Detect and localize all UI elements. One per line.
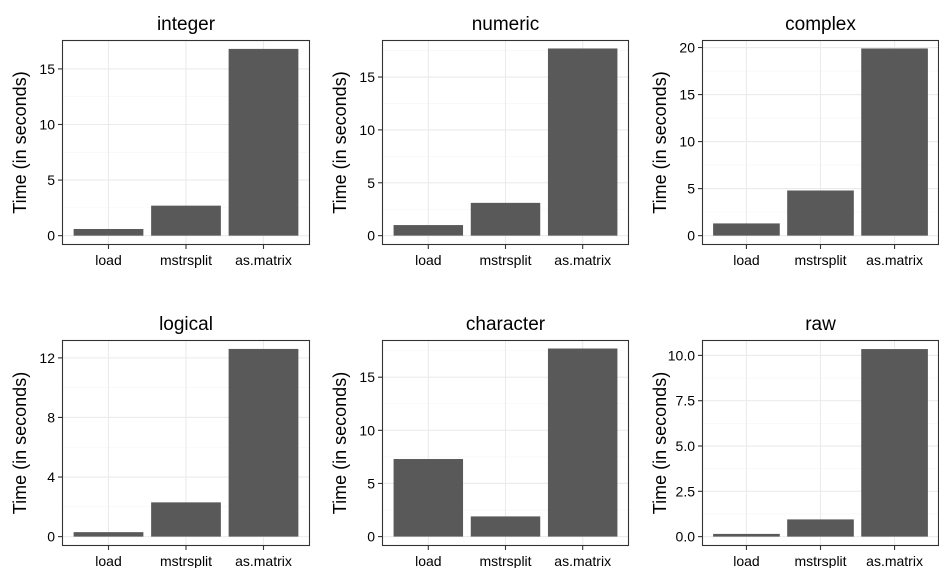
y-tick-label: 5 (687, 181, 695, 197)
y-axis-title: Time (in seconds) (330, 372, 350, 514)
x-tick-label: mstrsplit (794, 252, 846, 268)
panel-title: logical (159, 314, 213, 335)
panel-border (61, 339, 311, 547)
x-tick-label: mstrsplit (794, 553, 846, 568)
x-tick-label: mstrsplit (160, 553, 212, 568)
y-tick-label: 10 (359, 422, 375, 438)
bar-as.matrix (547, 348, 618, 537)
panel-title: complex (785, 14, 856, 35)
bar-load (73, 532, 144, 537)
x-tick-label: as.matrix (235, 553, 292, 568)
x-tick-label: load (415, 553, 441, 568)
x-tick-label: mstrsplit (479, 252, 531, 268)
x-tick-label: as.matrix (554, 252, 611, 268)
panel-border (381, 39, 630, 246)
panel-title: numeric (472, 14, 540, 35)
y-tick-label: 15 (359, 69, 375, 85)
bar-load (713, 223, 780, 236)
panel-numeric: 0 5 10 15 load mstrsplit as.matrix numeric Time … (330, 14, 630, 268)
y-tick-label: 0 (47, 529, 55, 545)
bar-as.matrix (861, 349, 928, 537)
x-tick-label: as.matrix (554, 553, 611, 568)
panel-border (61, 39, 311, 246)
x-tick-label: mstrsplit (160, 252, 212, 268)
panel-title: raw (805, 314, 836, 335)
bar-load (393, 459, 464, 537)
y-tick-label: 0.0 (676, 529, 696, 545)
x-tick-label: load (95, 252, 121, 268)
y-axis-title: Time (in seconds) (650, 372, 670, 514)
y-axis-title: Time (in seconds) (650, 71, 670, 213)
bar-mstrsplit (470, 202, 541, 236)
panel-complex: 0 5 10 15 20 load mstrsplit as.matrix complex Tim… (650, 14, 939, 268)
y-tick-label: 7.5 (676, 393, 696, 409)
bar-mstrsplit (470, 516, 541, 537)
x-tick-label: as.matrix (235, 252, 292, 268)
bar-load (713, 533, 780, 537)
y-axis-title: Time (in seconds) (330, 71, 350, 213)
panel-integer: 0 5 10 15 load mstrsplit as.matrix integer Time … (10, 14, 311, 268)
panel-title: character (466, 314, 546, 335)
y-tick-label: 5.0 (676, 438, 696, 454)
y-tick-label: 8 (47, 409, 55, 425)
y-tick-label: 15 (679, 87, 695, 103)
y-tick-label: 2.5 (676, 483, 696, 499)
y-tick-label: 10 (39, 116, 55, 132)
panel-logical: 0 4 8 12 load mstrsplit as.matrix logical Time (… (10, 314, 311, 568)
panel-character: 0 5 10 15 load mstrsplit as.matrix character Tim… (330, 314, 630, 568)
bar-mstrsplit (787, 190, 854, 236)
y-tick-label: 20 (679, 40, 695, 56)
y-tick-label: 5 (367, 475, 375, 491)
bar-as.matrix (228, 348, 299, 537)
y-tick-label: 15 (359, 369, 375, 385)
bar-as.matrix (861, 48, 928, 236)
y-tick-label: 15 (39, 61, 55, 77)
bar-mstrsplit (151, 205, 221, 236)
panel-border (381, 339, 630, 547)
x-tick-label: as.matrix (866, 553, 923, 568)
y-tick-label: 5 (367, 175, 375, 191)
bar-mstrsplit (787, 519, 854, 537)
y-axis-title: Time (in seconds) (10, 71, 30, 213)
bar-load (393, 225, 464, 236)
bar-load (73, 228, 144, 236)
y-axis-title: Time (in seconds) (10, 372, 30, 514)
y-tick-label: 0 (687, 228, 695, 244)
y-tick-label: 12 (39, 350, 55, 366)
y-tick-label: 5 (47, 172, 55, 188)
y-tick-label: 4 (47, 469, 55, 485)
x-tick-label: as.matrix (866, 252, 923, 268)
y-tick-label: 10.0 (668, 347, 695, 363)
y-tick-label: 10 (679, 134, 695, 150)
panel-title: integer (157, 14, 216, 35)
bar-as.matrix (547, 48, 618, 236)
x-tick-label: load (733, 252, 759, 268)
y-tick-label: 10 (359, 122, 375, 138)
y-tick-label: 0 (47, 228, 55, 244)
x-tick-label: load (733, 553, 759, 568)
x-tick-label: load (415, 252, 441, 268)
bar-mstrsplit (151, 502, 221, 537)
x-tick-label: mstrsplit (479, 553, 531, 568)
panel-raw: 0.0 2.5 5.0 7.5 10.0 load mstrsplit as.matrix ra… (650, 314, 939, 568)
x-tick-label: load (95, 553, 121, 568)
y-tick-label: 0 (367, 529, 375, 545)
bar-as.matrix (228, 48, 299, 236)
y-tick-label: 0 (367, 228, 375, 244)
